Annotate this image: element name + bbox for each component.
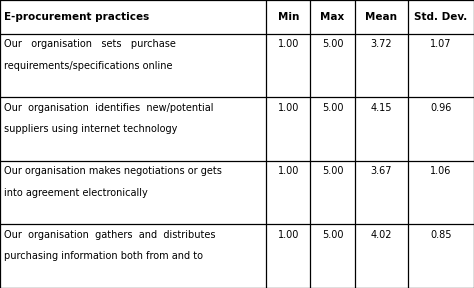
Text: 1.00: 1.00 (278, 39, 299, 49)
Text: 4.02: 4.02 (370, 230, 392, 240)
Text: Our  organisation  identifies  new/potential: Our organisation identifies new/potentia… (4, 103, 213, 113)
Text: 0.85: 0.85 (430, 230, 452, 240)
Text: 5.00: 5.00 (322, 103, 343, 113)
Text: 1.06: 1.06 (430, 166, 452, 176)
Text: 1.07: 1.07 (430, 39, 452, 49)
Text: E-procurement practices: E-procurement practices (4, 12, 149, 22)
Text: Min: Min (278, 12, 299, 22)
Text: into agreement electronically: into agreement electronically (4, 188, 147, 198)
Text: Max: Max (320, 12, 345, 22)
Text: 3.72: 3.72 (370, 39, 392, 49)
Text: 4.15: 4.15 (370, 103, 392, 113)
Text: Mean: Mean (365, 12, 397, 22)
Text: Std. Dev.: Std. Dev. (414, 12, 467, 22)
Text: 5.00: 5.00 (322, 39, 343, 49)
Text: purchasing information both from and to: purchasing information both from and to (4, 251, 203, 261)
Text: Our organisation makes negotiations or gets: Our organisation makes negotiations or g… (4, 166, 222, 176)
Text: 3.67: 3.67 (370, 166, 392, 176)
Text: 1.00: 1.00 (278, 166, 299, 176)
Text: 1.00: 1.00 (278, 103, 299, 113)
Text: Our  organisation  gathers  and  distributes: Our organisation gathers and distributes (4, 230, 215, 240)
Text: 0.96: 0.96 (430, 103, 452, 113)
Text: Our   organisation   sets   purchase: Our organisation sets purchase (4, 39, 176, 49)
Text: 5.00: 5.00 (322, 230, 343, 240)
Text: 5.00: 5.00 (322, 166, 343, 176)
Text: 1.00: 1.00 (278, 230, 299, 240)
Text: suppliers using internet technology: suppliers using internet technology (4, 124, 177, 134)
Text: requirements/specifications online: requirements/specifications online (4, 61, 172, 71)
